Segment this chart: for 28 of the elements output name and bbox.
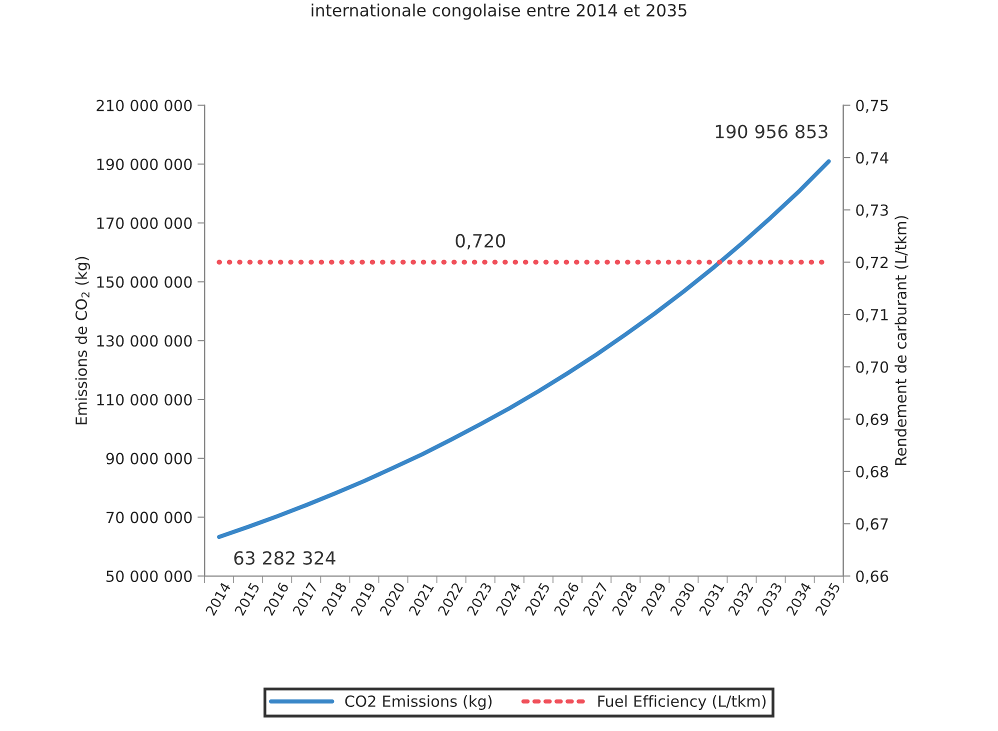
- y-tick-label: 70 000 000: [106, 512, 192, 524]
- y2-tick-label: 0,71: [856, 308, 888, 322]
- y-tick-label: 130 000 000: [97, 335, 192, 347]
- y-tick-label: 150 000 000: [97, 276, 192, 288]
- y-tick-label: 170 000 000: [97, 217, 192, 229]
- y-tick-label: 110 000 000: [97, 394, 192, 406]
- y2-tick-label: 0,68: [856, 466, 888, 479]
- data-label: 190 956 853: [716, 124, 828, 138]
- y-tick-label: 50 000 000: [106, 570, 192, 582]
- legend-label: Fuel Efficiency (L/tkm): [598, 695, 766, 710]
- y2-tick-label: 0,73: [856, 204, 888, 218]
- legend-label: CO2 Emissions (kg): [345, 695, 492, 710]
- y2-tick-label: 0,72: [856, 256, 888, 270]
- y-tick-label: 210 000 000: [96, 100, 192, 112]
- y2-axis-title: Rendement de carburant (L/tkm): [894, 216, 908, 466]
- y2-tick-label: 0,66: [856, 570, 888, 584]
- y-tick-label: 90 000 000: [106, 452, 192, 464]
- y2-tick-label: 0,74: [856, 152, 888, 166]
- y-tick-label: 190 000 000: [97, 158, 192, 170]
- line-series: [217, 159, 831, 540]
- y2-tick-label: 0,69: [856, 414, 888, 427]
- data-label: 0,720: [456, 234, 506, 250]
- y2-tick-label: 0,67: [856, 518, 888, 532]
- y2-tick-label: 0,70: [856, 361, 888, 374]
- y-axis-title: Emissions de CO$_{2}$ (kg): [75, 256, 90, 424]
- chart-title: internationale congolaise entre 2014 et 2035: [312, 4, 686, 20]
- data-label: 63 282 324: [234, 551, 336, 565]
- y2-tick-label: 0,75: [856, 100, 888, 113]
